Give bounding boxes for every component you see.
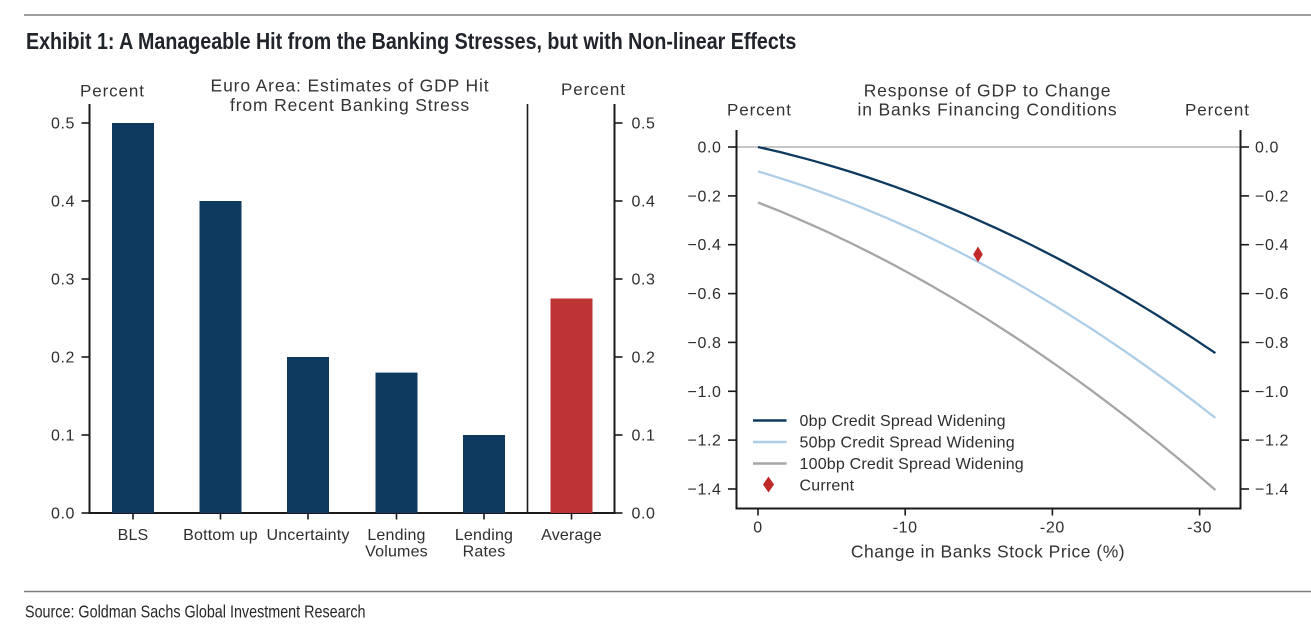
svg-text:0: 0 (753, 520, 763, 537)
svg-text:Percent: Percent (1185, 101, 1250, 120)
svg-text:−1.0: −1.0 (1255, 384, 1289, 401)
svg-text:−0.8: −0.8 (1255, 335, 1289, 352)
svg-text:−0.6: −0.6 (688, 286, 722, 303)
svg-text:0.4: 0.4 (632, 194, 656, 211)
svg-text:from Recent Banking Stress: from Recent Banking Stress (230, 95, 470, 115)
svg-text:−1.0: −1.0 (688, 384, 722, 401)
svg-text:−0.2: −0.2 (688, 188, 722, 205)
svg-text:0.4: 0.4 (51, 194, 75, 211)
svg-text:0.0: 0.0 (51, 506, 75, 523)
svg-text:Percent: Percent (80, 82, 145, 101)
svg-text:Percent: Percent (727, 101, 792, 120)
svg-text:-10: -10 (893, 520, 918, 537)
svg-text:Current: Current (800, 478, 855, 495)
svg-text:−0.6: −0.6 (1255, 286, 1289, 303)
svg-text:0.5: 0.5 (51, 116, 75, 133)
svg-text:0.0: 0.0 (1255, 140, 1279, 157)
svg-text:−1.4: −1.4 (1255, 482, 1289, 499)
svg-text:−0.4: −0.4 (688, 237, 722, 254)
svg-text:−0.8: −0.8 (688, 335, 722, 352)
svg-text:0bp Credit Spread Widening: 0bp Credit Spread Widening (800, 413, 1006, 430)
svg-text:−0.4: −0.4 (1255, 237, 1289, 254)
svg-text:−1.2: −1.2 (1255, 433, 1289, 450)
svg-text:0.0: 0.0 (632, 506, 656, 523)
svg-text:0.5: 0.5 (632, 116, 656, 133)
svg-text:Average: Average (541, 527, 602, 544)
svg-text:Change in Banks Stock Price (%: Change in Banks Stock Price (%) (851, 542, 1125, 562)
svg-text:Uncertainty: Uncertainty (266, 527, 349, 544)
svg-text:in Banks Financing Conditions: in Banks Financing Conditions (857, 100, 1117, 120)
svg-text:Response of GDP to Change: Response of GDP to Change (864, 81, 1112, 101)
svg-text:0.0: 0.0 (697, 140, 721, 157)
svg-text:−0.2: −0.2 (1255, 188, 1289, 205)
svg-text:0.2: 0.2 (51, 350, 75, 367)
svg-text:−1.4: −1.4 (688, 482, 722, 499)
svg-text:-30: -30 (1187, 520, 1212, 537)
svg-text:Rates: Rates (463, 544, 506, 561)
svg-text:0.2: 0.2 (632, 350, 656, 367)
svg-text:Exhibit 1: A Manageable Hit fr: Exhibit 1: A Manageable Hit from the Ban… (26, 28, 796, 54)
svg-text:−1.2: −1.2 (688, 433, 722, 450)
svg-text:Lending: Lending (455, 527, 513, 544)
svg-text:BLS: BLS (118, 527, 149, 544)
svg-text:50bp Credit Spread Widening: 50bp Credit Spread Widening (800, 435, 1015, 452)
svg-text:0.1: 0.1 (632, 428, 656, 445)
svg-text:0.3: 0.3 (51, 272, 75, 289)
svg-text:100bp Credit Spread Widening: 100bp Credit Spread Widening (800, 456, 1024, 473)
svg-text:Bottom up: Bottom up (183, 527, 258, 544)
svg-text:Volumes: Volumes (365, 544, 428, 561)
svg-text:-20: -20 (1040, 520, 1065, 537)
svg-text:Lending: Lending (367, 527, 425, 544)
svg-text:0.3: 0.3 (632, 272, 656, 289)
svg-text:Source: Goldman Sachs Global I: Source: Goldman Sachs Global Investment … (25, 603, 366, 622)
svg-text:Euro Area: Estimates of GDP Hi: Euro Area: Estimates of GDP Hit (211, 76, 490, 96)
svg-text:0.1: 0.1 (51, 428, 75, 445)
svg-text:Percent: Percent (561, 80, 626, 99)
